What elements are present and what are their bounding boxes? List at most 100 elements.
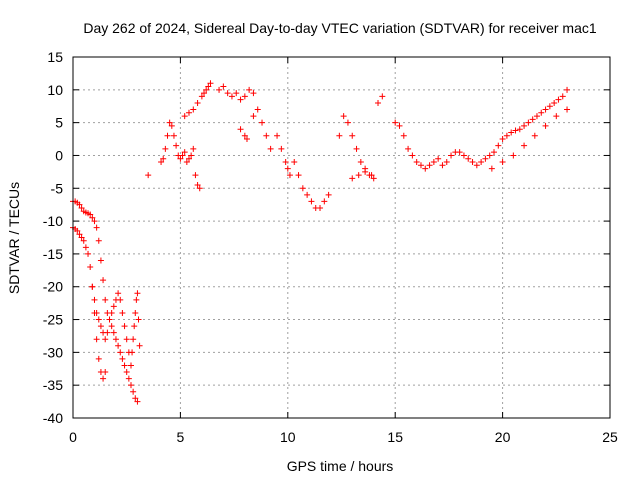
data-point [368,172,375,179]
data-point [510,152,517,159]
data-point [145,172,152,179]
data-point [121,323,128,330]
data-point [220,83,227,90]
data-point [336,132,343,139]
data-point [422,165,429,172]
data-point [435,155,442,162]
data-point [325,191,332,198]
data-point [160,155,167,162]
x-tick-label: 15 [387,429,403,445]
data-point [97,257,104,264]
data-point [194,99,201,106]
data-point [166,119,173,126]
data-point [108,323,115,330]
data-point [396,122,403,129]
data-point [430,159,437,166]
data-point [233,90,240,97]
data-point [119,309,126,316]
data-point [508,129,515,136]
data-point [317,204,324,211]
data-point [205,83,212,90]
data-point [291,159,298,166]
data-point [87,211,94,218]
data-point [74,227,81,234]
data-point [168,122,175,129]
data-point [97,323,104,330]
data-point [499,159,506,166]
data-point [102,369,109,376]
data-point [170,132,177,139]
data-point [525,119,532,126]
data-point [263,132,270,139]
data-point [559,93,566,100]
data-point [185,155,192,162]
data-point [375,99,382,106]
data-point [135,316,142,323]
data-point [89,214,96,221]
data-point [119,355,126,362]
data-point [93,224,100,231]
data-point [370,175,377,182]
data-point [349,132,356,139]
data-point [538,109,545,116]
data-point [112,336,119,343]
data-point [443,159,450,166]
data-point [254,106,261,113]
data-point [250,90,257,97]
data-point [228,93,235,100]
data-point [177,155,184,162]
y-tick-label: -30 [43,344,63,360]
data-point [349,175,356,182]
data-point [89,283,96,290]
data-point [267,145,274,152]
data-point [127,382,134,389]
data-point [108,309,115,316]
data-point [82,244,89,251]
data-point [237,126,244,133]
data-point [127,362,134,369]
data-point [136,342,143,349]
x-tick-label: 20 [495,429,511,445]
data-point [132,309,139,316]
data-point [125,375,132,382]
data-point [304,191,311,198]
data-point [392,119,399,126]
data-point [115,290,122,297]
data-point [340,113,347,120]
data-point [93,336,100,343]
data-point [531,132,538,139]
data-point [87,264,94,271]
data-point [353,145,360,152]
data-point [299,185,306,192]
data-point [533,113,540,120]
data-point [284,165,291,172]
y-tick-label: -40 [43,410,63,426]
data-point [512,127,519,134]
data-point [102,336,109,343]
data-point [188,152,195,159]
x-tick-label: 0 [69,429,77,445]
data-point [486,152,493,159]
data-point [295,172,302,179]
data-point [355,172,362,179]
y-tick-label: 5 [55,115,63,131]
data-point [465,155,472,162]
data-series [70,80,571,405]
data-point [448,152,455,159]
y-tick-label: -10 [43,213,63,229]
data-point [76,231,83,238]
data-point [357,159,364,166]
data-point [426,162,433,169]
data-point [185,109,192,116]
data-point [91,218,98,225]
axes: 0 5 10 15 20 25 -40 -35 -30 -25 -20 -15 -10 -5 0 5 10 15 [43,49,618,445]
data-point [521,142,528,149]
data-point [104,329,111,336]
y-tick-label: 15 [47,49,63,65]
data-point [115,342,122,349]
data-point [102,296,109,303]
x-axis-label: GPS time / hours [287,458,394,474]
data-point [542,122,549,129]
y-tick-label: 10 [47,82,63,98]
